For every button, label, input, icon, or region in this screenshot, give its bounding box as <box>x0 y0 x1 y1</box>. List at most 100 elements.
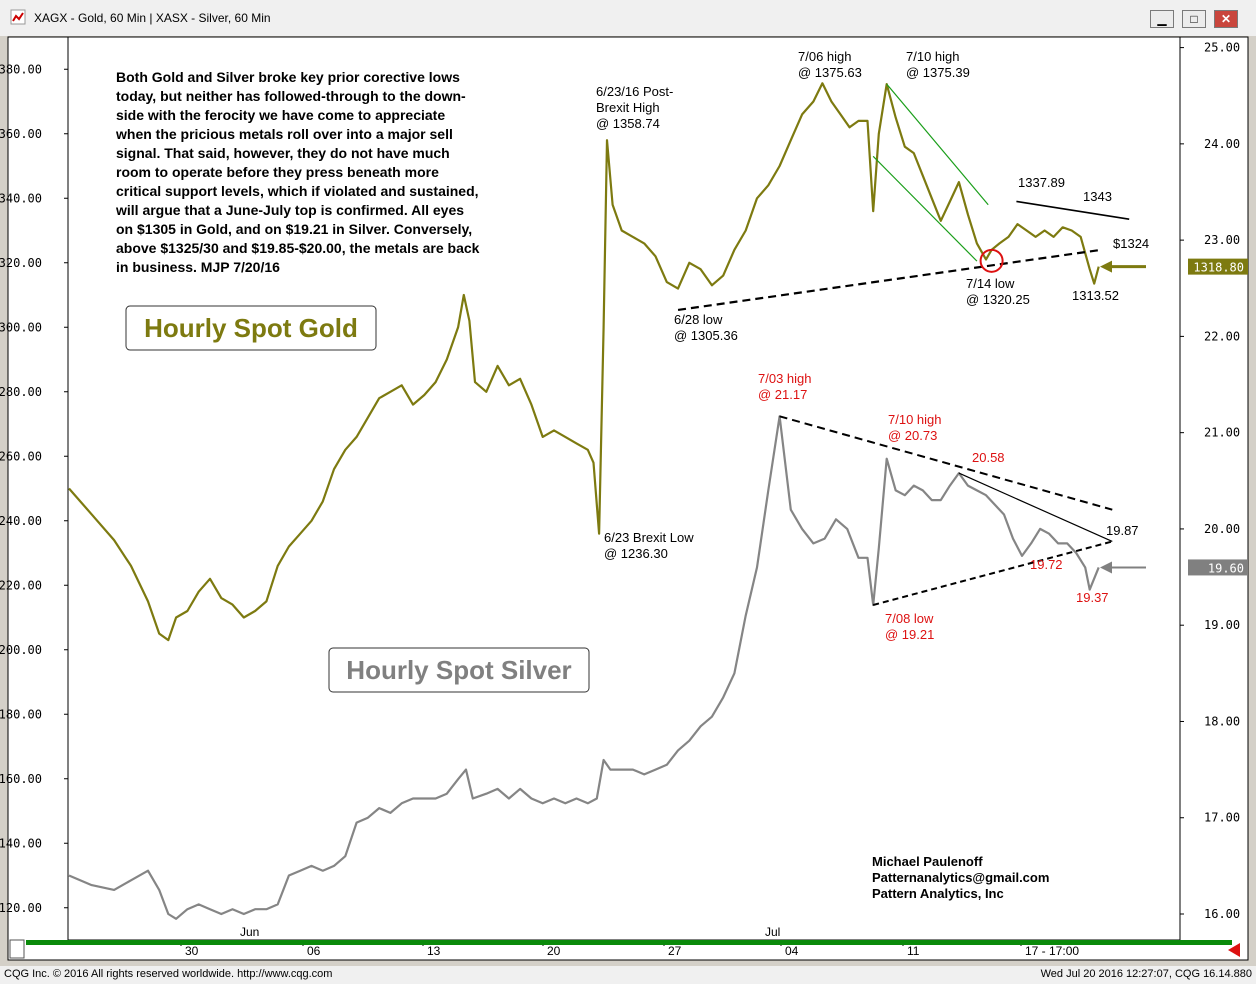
commentary-line: Both Gold and Silver broke key prior cor… <box>116 69 460 85</box>
silver-axis-label: 17.00 <box>1204 811 1240 825</box>
silver-annotation: 7/03 high <box>758 371 812 386</box>
silver-annotation: 7/08 low <box>885 611 934 626</box>
gold-annotation: @ 1375.63 <box>798 65 862 80</box>
copyright-text: CQG Inc. © 2016 All rights reserved worl… <box>4 968 333 980</box>
gold-axis-label: 1300.00 <box>0 320 42 334</box>
silver-annotation: @ 20.73 <box>888 428 937 443</box>
gold-annotation: 6/28 low <box>674 312 723 327</box>
time-axis-label: 27 <box>668 944 682 958</box>
silver-label-box <box>328 647 590 693</box>
gold-axis-label: 1220.00 <box>0 578 42 592</box>
gold-axis-label: 1200.00 <box>0 643 42 657</box>
gold-axis-label: 1120.00 <box>0 901 42 915</box>
gold-axis-label: 1180.00 <box>0 707 42 721</box>
gold-channel-upper <box>886 83 989 206</box>
signature-line: Pattern Analytics, Inc <box>872 886 1004 901</box>
time-axis-label: 13 <box>427 944 441 958</box>
silver-annotation: 19.87 <box>1106 523 1139 538</box>
commentary-line: will argue that a June-July top is confi… <box>115 202 464 218</box>
silver-support-trendline <box>872 540 1113 606</box>
gold-series-label: Hourly Spot Gold <box>144 313 358 343</box>
commentary-line: today, but neither has followed-through … <box>116 88 466 104</box>
gold-axis-label: 1340.00 <box>0 191 42 205</box>
chart-frame <box>7 36 1249 961</box>
time-axis-label: 17 - 17:00 <box>1025 944 1079 958</box>
gold-axis-label: 1140.00 <box>0 836 42 850</box>
silver-axis-label: 25.00 <box>1204 41 1240 55</box>
gold-low-circle <box>979 248 1004 273</box>
gold-label-box <box>125 305 377 351</box>
silver-axis-label: 20.00 <box>1204 522 1240 536</box>
gold-axis-label: 1320.00 <box>0 256 42 270</box>
silver-last-price-box <box>1188 559 1248 576</box>
close-button[interactable]: ✕ <box>1214 10 1238 28</box>
gold-annotation: 7/10 high <box>906 49 960 64</box>
timestamp-text: Wed Jul 20 2016 12:27:07, CQG 16.14.880 <box>1040 968 1252 980</box>
gold-annotation: 6/23/16 Post- <box>596 84 673 99</box>
gold-annotation: 6/23 Brexit Low <box>604 530 694 545</box>
window-title: XAGX - Gold, 60 Min | XASX - Silver, 60 … <box>34 11 271 25</box>
minimize-button[interactable]: ▁ <box>1150 10 1174 28</box>
silver-axis-label: 19.00 <box>1204 618 1240 632</box>
title-bar: XAGX - Gold, 60 Min | XASX - Silver, 60 … <box>0 0 1256 36</box>
scroll-left-arrow-icon <box>1228 943 1240 957</box>
commentary-line: when the pricious metals roll over into … <box>115 126 453 142</box>
time-scrollbar <box>26 940 1232 945</box>
gold-axis-label: 1160.00 <box>0 772 42 786</box>
scroll-box <box>9 939 25 959</box>
gold-annotation: @ 1236.30 <box>604 546 668 561</box>
silver-annotation: 19.72 <box>1030 557 1063 572</box>
gold-annotation: 1313.52 <box>1072 288 1119 303</box>
time-axis-label: 04 <box>785 944 799 958</box>
time-axis-label: 11 <box>907 944 920 958</box>
silver-axis-label: 24.00 <box>1204 137 1240 151</box>
time-axis-label: 06 <box>307 944 321 958</box>
silver-annotation: 19.37 <box>1076 590 1109 605</box>
gold-annotation: 1343 <box>1083 189 1112 204</box>
silver-triangle-upper <box>958 472 1113 542</box>
silver-axis-label: 23.00 <box>1204 233 1240 247</box>
gold-annotation: @ 1320.25 <box>966 292 1030 307</box>
silver-arrow-icon <box>1100 561 1112 574</box>
gold-axis-label: 1380.00 <box>0 62 42 76</box>
silver-axis-label: 22.00 <box>1204 329 1240 343</box>
silver-annotation: 7/10 high <box>888 412 942 427</box>
silver-price-line <box>68 415 1100 920</box>
gold-last-price: 1318.80 <box>1193 261 1244 275</box>
gold-arrow-icon <box>1100 260 1112 273</box>
commentary-line: above $1325/30 and $19.85-$20.00, the me… <box>116 240 480 256</box>
gold-annotation: @ 1375.39 <box>906 65 970 80</box>
gold-price-line <box>68 82 1100 642</box>
gold-resistance-line <box>1016 200 1130 221</box>
commentary-line: on $1305 in Gold, and on $19.21 in Silve… <box>116 221 472 237</box>
commentary-line: room to operate before they press beneat… <box>116 164 439 180</box>
commentary-line: critical support levels, which if violat… <box>116 183 479 199</box>
signature-line: Michael Paulenoff <box>872 854 983 869</box>
gold-last-price-box <box>1188 258 1248 275</box>
silver-series-label: Hourly Spot Silver <box>346 655 571 685</box>
time-axis-label: 30 <box>185 944 199 958</box>
silver-annotation: 20.58 <box>972 450 1005 465</box>
gold-annotation: 7/06 high <box>798 49 852 64</box>
gold-axis-label: 1260.00 <box>0 449 42 463</box>
status-bar: CQG Inc. © 2016 All rights reserved worl… <box>0 966 1256 984</box>
time-axis-label: Jun <box>240 925 259 939</box>
cqg-app-icon <box>10 9 26 25</box>
silver-resistance-trendline <box>779 415 1113 511</box>
gold-axis-label: 1240.00 <box>0 514 42 528</box>
gold-annotation: 1337.89 <box>1018 175 1065 190</box>
gold-annotation: @ 1305.36 <box>674 328 738 343</box>
gold-annotation: @ 1358.74 <box>596 116 660 131</box>
silver-axis-label: 21.00 <box>1204 426 1240 440</box>
silver-last-price: 19.60 <box>1208 561 1244 575</box>
time-axis-label: Jul <box>765 925 780 939</box>
signature-line: Patternanalytics@gmail.com <box>872 870 1049 885</box>
gold-annotation: 7/14 low <box>966 276 1015 291</box>
gold-axis-label: 1280.00 <box>0 385 42 399</box>
time-axis-label: 20 <box>547 944 561 958</box>
commentary-line: side with the ferocity we have come to a… <box>116 107 445 123</box>
maximize-button[interactable]: □ <box>1182 10 1206 28</box>
silver-axis-label: 18.00 <box>1204 714 1240 728</box>
gold-support-trendline <box>677 248 1102 312</box>
